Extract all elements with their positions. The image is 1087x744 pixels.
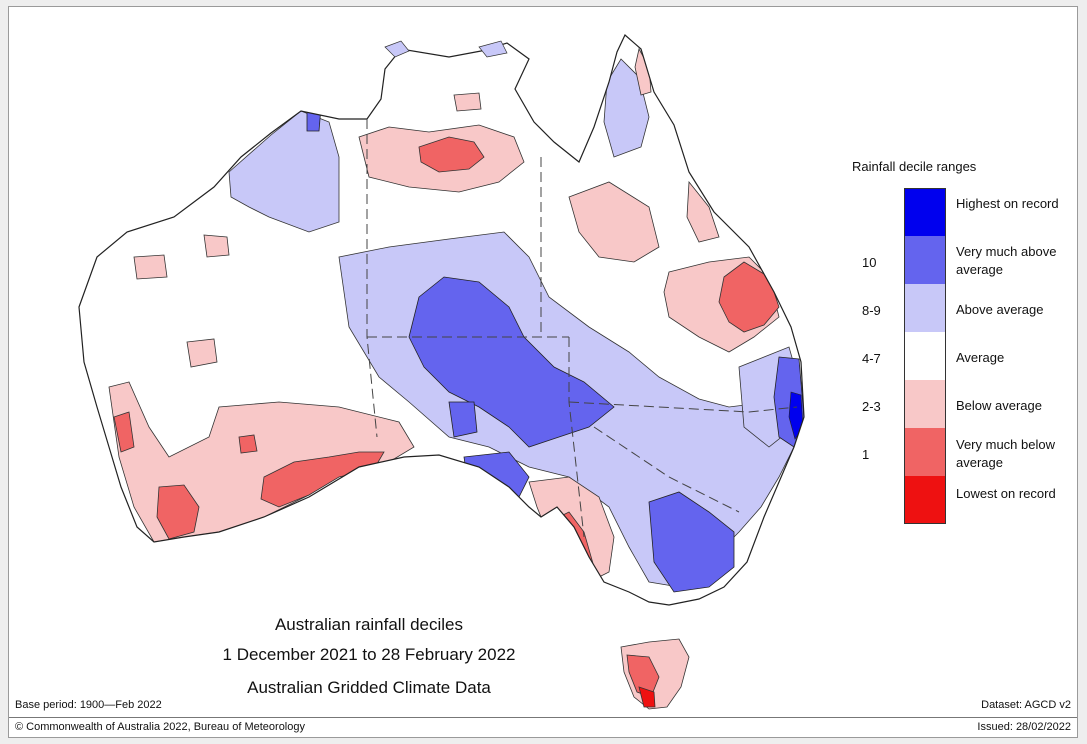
dataset-label: Dataset: AGCD v2 — [981, 699, 1071, 711]
legend-label-average: Average — [956, 350, 1005, 365]
base-period: Base period: 1900—Feb 2022 — [15, 699, 162, 711]
region-very-much-above-central — [408, 276, 615, 448]
region-very-much-below-blob — [238, 434, 258, 454]
map-subtitle: Australian Gridded Climate Data — [247, 678, 491, 697]
legend-swatch-very-much-below — [904, 428, 946, 476]
legend-label-above: Above average — [956, 302, 1044, 317]
region-below-average-small-2 — [133, 254, 168, 280]
region-below-average-small-1 — [186, 338, 218, 368]
footer-divider — [9, 717, 1077, 718]
legend-decile-2-3: 2-3 — [862, 399, 881, 414]
legend-decile-8-9: 8-9 — [862, 303, 881, 318]
region-very-much-below-nt — [418, 136, 485, 173]
legend-swatch-very-much-above — [904, 236, 946, 284]
region-very-much-below-qld — [718, 261, 780, 333]
legend-label-very-much-below: Very much below average — [956, 437, 1055, 470]
legend-decile-10: 10 — [862, 255, 877, 270]
map-period: 1 December 2021 to 28 February 2022 — [222, 645, 516, 664]
region-very-much-below-wa-sw — [156, 484, 200, 540]
legend-label-lowest: Lowest on record — [956, 486, 1056, 501]
australia-rainfall-map — [78, 34, 805, 710]
legend-label-below: Below average — [956, 398, 1042, 413]
issued-date: Issued: 28/02/2022 — [977, 721, 1071, 733]
region-below-average-small-3 — [203, 234, 230, 258]
tasmania — [620, 638, 690, 710]
legend-swatch-below — [904, 380, 946, 428]
map-title: Australian rainfall deciles — [274, 615, 464, 634]
legend-decile-4-7: 4-7 — [862, 351, 881, 366]
legend-swatch-lowest — [904, 476, 946, 524]
region-very-much-above-kimberley — [306, 102, 322, 132]
legend-swatch-above — [904, 284, 946, 332]
legend-label-highest: Highest on record — [956, 196, 1059, 211]
legend-title: Rainfall decile ranges — [852, 159, 977, 174]
region-very-much-above-se — [648, 491, 735, 593]
region-very-much-above-lake — [448, 401, 478, 438]
region-below-average-small-6 — [686, 180, 720, 243]
region-above-average-capeyork — [603, 58, 650, 158]
legend-decile-1: 1 — [862, 447, 870, 462]
region-very-much-below-wa-coast — [113, 411, 135, 453]
state-borders — [366, 119, 798, 538]
copyright: © Commonwealth of Australia 2022, Bureau… — [15, 721, 305, 733]
region-below-average-small-4 — [453, 92, 482, 112]
legend-swatch-highest — [904, 188, 946, 236]
region-below-average-qld — [568, 181, 660, 263]
legend-label-very-much-above: Very much above average — [956, 244, 1057, 277]
legend-swatch-average — [904, 332, 946, 380]
map-figure: Australian rainfall deciles 1 December 2… — [8, 6, 1078, 738]
